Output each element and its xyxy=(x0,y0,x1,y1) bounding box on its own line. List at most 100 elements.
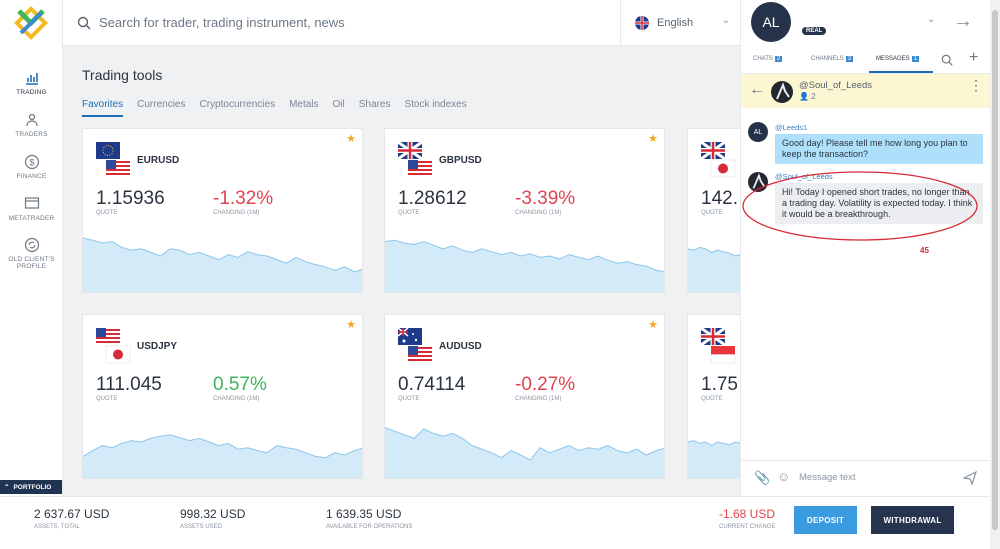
members-count: 👤 2 xyxy=(799,92,816,101)
sparkline-area xyxy=(385,427,664,478)
sidebar-item-label: Metatrader xyxy=(8,215,55,222)
message-avatar: AL xyxy=(748,122,768,142)
search-bar[interactable]: Search for trader, trading instrument, n… xyxy=(63,0,620,46)
quote-label: Quote xyxy=(96,396,118,402)
tab-cryptocurrencies[interactable]: Cryptocurrencies xyxy=(199,99,276,110)
send-icon[interactable] xyxy=(963,471,977,485)
tab-shares[interactable]: Shares xyxy=(358,99,391,110)
message-author[interactable]: @Leeds1 xyxy=(775,123,808,132)
instrument-symbol: GBPUSD xyxy=(439,155,482,166)
sidebar-item-label: Finance xyxy=(16,173,47,180)
sparkline-chart xyxy=(688,246,740,292)
quote-label: Quote xyxy=(398,396,420,402)
instrument-card-partial[interactable]: 1.75 Quote xyxy=(687,314,740,479)
logo-icon xyxy=(14,6,48,40)
thread-header: ← @Soul_of_Leeds 👤 2 ⋮ xyxy=(741,74,991,108)
instrument-card-audusd[interactable]: AUDUSD ★ 0.74114 Quote -0.27% Changing (… xyxy=(384,314,665,479)
current-change-value: -1.68 USD xyxy=(719,507,776,521)
star-icon[interactable]: ★ xyxy=(648,319,658,331)
sidebar-item-trading[interactable]: Trading xyxy=(0,70,63,96)
tab-chats[interactable]: Chats 2 xyxy=(753,56,783,62)
active-tab-indicator xyxy=(869,71,933,73)
tab-favorites[interactable]: Favorites xyxy=(82,99,124,117)
quote-label: Quote xyxy=(398,210,420,216)
chevron-down-icon[interactable]: ⌄ xyxy=(927,14,936,25)
profile-image-icon xyxy=(776,82,790,100)
thread-name: @Soul_of_Leeds xyxy=(799,80,873,91)
app-logo[interactable] xyxy=(0,0,63,46)
paperclip-icon[interactable]: 📎 xyxy=(754,470,771,485)
arrow-right-icon[interactable]: → xyxy=(953,10,973,32)
page-scrollbar[interactable] xyxy=(990,0,1000,549)
star-icon[interactable]: ★ xyxy=(346,133,356,145)
uk-flag-icon xyxy=(635,15,649,30)
message-input[interactable]: Message text xyxy=(799,472,856,483)
available-value: 1 639.35 USD xyxy=(326,507,402,521)
assets-total-value: 2 637.67 USD xyxy=(34,507,110,521)
scrollbar-thumb[interactable] xyxy=(992,10,998,530)
sparkline-line xyxy=(83,237,362,273)
quote-value: 1.28612 xyxy=(398,188,467,209)
quote-label: Quote xyxy=(701,396,723,402)
search-input[interactable]: Search for trader, trading instrument, n… xyxy=(99,15,345,30)
sidebar-item-old-client-profile[interactable]: Old client's profile xyxy=(0,237,63,270)
sparkline-chart xyxy=(385,427,664,478)
sparkline-chart xyxy=(385,239,664,292)
assets-used-label: Assets used xyxy=(180,524,223,530)
more-vertical-icon[interactable]: ⋮ xyxy=(969,77,983,93)
tab-stock-indexes[interactable]: Stock indexes xyxy=(404,99,467,110)
search-icon[interactable] xyxy=(941,54,953,66)
tab-currencies[interactable]: Currencies xyxy=(137,99,186,110)
quote-value: 111.045 xyxy=(96,374,162,395)
instrument-card-eurusd[interactable]: EURUSD ★ 1.15936 Quote -1.32% Changing (… xyxy=(82,128,363,293)
language-selector[interactable]: English ⌄ xyxy=(620,0,740,46)
sidebar-item-label: Old client's xyxy=(8,256,55,263)
members-count-value: 2 xyxy=(811,92,816,101)
message-bubble: Good day! Please tell me how long you pl… xyxy=(775,134,983,164)
sparkline-line xyxy=(385,427,664,461)
sparkline-chart xyxy=(83,237,362,292)
tab-messages[interactable]: Messages 1 xyxy=(876,56,920,62)
change-label: Changing (1M) xyxy=(515,396,562,402)
sparkline-line xyxy=(688,246,740,257)
sparkline-area xyxy=(688,247,740,292)
gbp-sgd-flags-icon xyxy=(701,328,736,364)
star-icon[interactable]: ★ xyxy=(648,133,658,145)
user-avatar[interactable]: AL xyxy=(751,2,791,42)
change-value: -0.27% xyxy=(515,374,576,395)
withdrawal-button[interactable]: Withdrawal xyxy=(871,506,954,534)
portfolio-toggle[interactable]: ⌃ Portfolio xyxy=(0,480,62,494)
back-arrow-icon[interactable]: ← xyxy=(749,81,765,98)
instrument-card-gbpusd[interactable]: GBPUSD ★ 1.28612 Quote -3.39% Changing (… xyxy=(384,128,665,293)
sidebar-item-label: Traders xyxy=(15,131,48,138)
instrument-card-partial[interactable]: 142. Quote xyxy=(687,128,740,293)
change-value: -1.32% xyxy=(213,188,274,209)
star-icon[interactable]: ★ xyxy=(346,319,356,331)
deposit-button[interactable]: Deposit xyxy=(794,506,857,534)
sparkline-line xyxy=(83,434,362,459)
sparkline-area xyxy=(385,240,664,292)
sidebar-item-traders[interactable]: Traders xyxy=(0,112,63,138)
tab-channels[interactable]: Channels 3 xyxy=(811,56,854,62)
assets-used-value: 998.32 USD xyxy=(180,507,246,521)
instrument-card-usdjpy[interactable]: USDJPY ★ 111.045 Quote 0.57% Changing (1… xyxy=(82,314,363,479)
tab-oil[interactable]: Oil xyxy=(332,99,345,110)
count-badge: 2 xyxy=(774,56,783,62)
quote-label: Quote xyxy=(96,210,118,216)
chat-tabs: Chats 2 Channels 3 Messages 1 + xyxy=(741,46,991,74)
tab-label: Chats xyxy=(753,56,773,62)
gbp-usd-flags-icon xyxy=(398,142,432,177)
sidebar-item-metatrader[interactable]: Metatrader xyxy=(0,196,63,222)
tab-metals[interactable]: Metals xyxy=(289,99,319,110)
eur-usd-flags-icon xyxy=(96,142,130,177)
add-icon[interactable]: + xyxy=(969,49,979,66)
count-badge: 3 xyxy=(845,56,854,62)
emoji-icon[interactable]: ☺ xyxy=(777,469,791,484)
quote-label: Quote xyxy=(701,210,723,216)
assets-total-label: Assets, total xyxy=(34,524,80,530)
sparkline-chart xyxy=(688,440,740,478)
annotation-number: 45 xyxy=(920,246,929,255)
sidebar-item-finance[interactable]: $ Finance xyxy=(0,154,63,180)
sidebar-item-label: profile xyxy=(16,263,47,270)
sparkline-area xyxy=(688,440,740,478)
